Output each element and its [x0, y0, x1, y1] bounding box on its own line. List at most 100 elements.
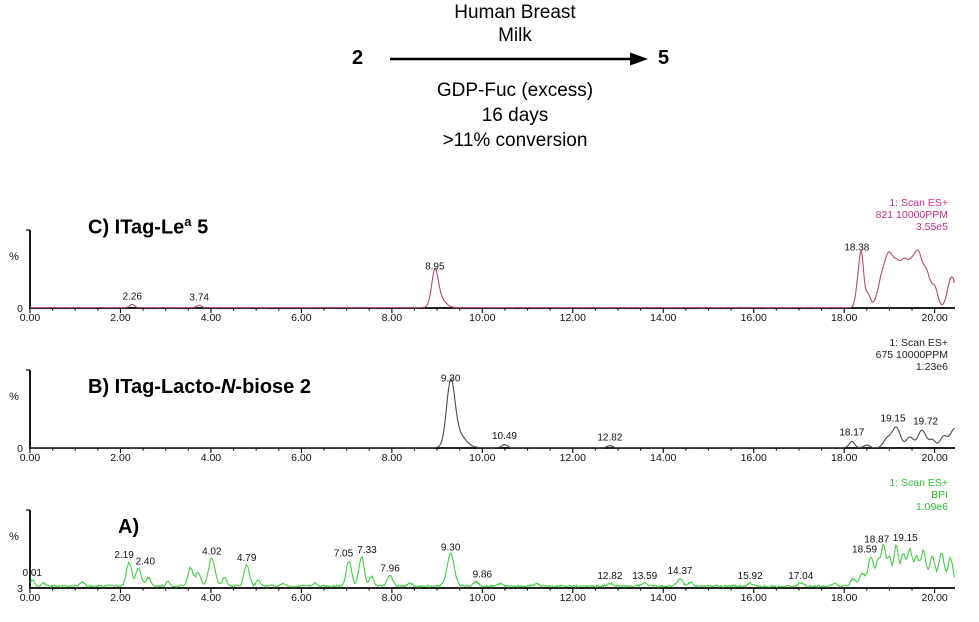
reactant-label: 2 [352, 47, 364, 69]
panel-title-text: A) [118, 516, 140, 538]
x-tick-label: 20.00 [922, 592, 948, 604]
peak-label: 12.82 [597, 571, 622, 582]
peak-label: 9.30 [441, 542, 461, 553]
y-axis-bottom-label: 0 [17, 443, 23, 455]
x-tick-label: 18.00 [831, 452, 857, 464]
peak-label: 4.02 [202, 547, 222, 558]
x-tick-label: 10.00 [469, 452, 495, 464]
chromatogram-trace [30, 249, 956, 309]
panel-title-text: 5 [191, 216, 209, 239]
product-label: 5 [658, 47, 670, 69]
peak-label: 13.59 [632, 571, 657, 582]
x-tick-label: 14.00 [650, 452, 676, 464]
peak-label: 2.26 [122, 292, 142, 303]
y-axis-label: % [9, 251, 19, 263]
peak-label: 7.33 [357, 545, 377, 556]
scan-info-line: 1: Scan ES+ [889, 337, 948, 349]
peak-label: 18.38 [844, 243, 869, 254]
x-tick-label: 20.00 [922, 312, 948, 324]
scan-info-line: 675 10000PPM [876, 349, 948, 361]
x-tick-label: 14.00 [650, 312, 676, 324]
peak-label: 0.01 [23, 568, 43, 579]
panel-b: B) ITag-Lacto-N-biose 2 0.00 2.00 4.00 6.00… [0, 332, 979, 472]
condition-below-line-1: GDP-Fuc (excess) [436, 80, 594, 101]
condition-below-line-2: 16 days [481, 105, 549, 126]
x-tick-label: 2.00 [110, 592, 131, 604]
x-tick-label: 8.00 [382, 312, 403, 324]
peak-label: 7.05 [334, 549, 354, 560]
chromatogram-trace [30, 378, 955, 449]
x-tick-label: 12.00 [560, 312, 586, 324]
reaction-arrow-icon [390, 52, 648, 66]
peak-label: 18.59 [852, 544, 877, 555]
peak-label: 12.82 [597, 432, 622, 443]
scan-info-line: 1.23e6 [916, 361, 948, 373]
x-tick-label: 10.00 [469, 592, 495, 604]
x-tick-label: 18.00 [831, 592, 857, 604]
x-tick-label: 16.00 [741, 452, 767, 464]
x-tick-label: 0.00 [20, 452, 41, 464]
reaction-scheme: Human Breast Milk 2 5 GDP-Fuc (excess) 1… [0, 0, 979, 190]
condition-above-line-2: Milk [498, 25, 532, 46]
peak-label: 9.30 [441, 374, 461, 385]
peak-label: 14.37 [667, 566, 692, 577]
x-tick-label: 12.00 [560, 452, 586, 464]
x-tick-label: 0.00 [20, 592, 41, 604]
x-tick-label: 6.00 [291, 452, 312, 464]
chromatogram-b: 0.00 2.00 4.00 6.00 8.00 10.00 12.00 14.00 16.00… [9, 337, 955, 464]
chromatogram-a: 0.00 2.00 4.00 6.00 8.00 10.00 12.00 14.00 16.00… [9, 477, 956, 604]
x-tick-label: 8.00 [382, 592, 403, 604]
scan-info-line: 1.09e6 [916, 501, 948, 513]
peak-label: 2.40 [136, 556, 156, 567]
x-tick-label: 0.00 [20, 312, 41, 324]
superscript-a: a [184, 214, 192, 229]
condition-above-line-1: Human Breast [454, 2, 576, 23]
y-axis-bottom-label: 3 [17, 583, 23, 595]
peak-label: 15.92 [738, 571, 763, 582]
y-axis-label: % [9, 531, 19, 543]
scan-info-line: 1: Scan ES+ [889, 477, 948, 489]
panel-title-text: B) ITag-Lacto- [88, 376, 221, 398]
x-tick-label: 14.00 [650, 592, 676, 604]
x-tick-label: 2.00 [110, 452, 131, 464]
peak-label: 19.15 [881, 414, 906, 425]
x-tick-label: 4.00 [201, 452, 222, 464]
x-tick-label: 18.00 [831, 312, 857, 324]
x-tick-label: 2.00 [110, 312, 131, 324]
peak-label: 7.96 [380, 563, 400, 574]
panel-title-text: C) ITag-Le [88, 216, 185, 239]
panel-b-title: B) ITag-Lacto-N-biose 2 [88, 376, 311, 399]
x-tick-label: 12.00 [560, 592, 586, 604]
y-axis-label: % [9, 391, 19, 403]
scan-info-line: 3.55e5 [916, 221, 948, 233]
x-tick-label: 16.00 [741, 592, 767, 604]
y-axis-bottom-label: 0 [17, 303, 23, 315]
x-tick-label: 6.00 [291, 592, 312, 604]
panel-title-text: -biose 2 [235, 376, 311, 398]
peak-label: 10.49 [492, 431, 517, 442]
peak-label: 9.86 [473, 570, 493, 581]
peak-label: 19.15 [893, 533, 918, 544]
x-tick-label: 4.00 [201, 312, 222, 324]
x-tick-label: 6.00 [291, 312, 312, 324]
italic-n: N [220, 376, 236, 398]
scan-info-line: 1: Scan ES+ [889, 197, 948, 209]
x-tick-label: 16.00 [741, 312, 767, 324]
peak-label: 8.95 [425, 262, 445, 273]
scan-info-line: 821 10000PPM [876, 209, 948, 221]
peak-label: 18.17 [839, 428, 864, 439]
condition-below-line-3: >11% conversion [442, 130, 588, 151]
scan-info-line: BPI [931, 489, 948, 501]
panel-c: C) ITag-Lea 5 0.00 2.00 4.00 6.00 8.00 10.00 1… [0, 192, 979, 332]
peak-label: 17.04 [788, 571, 813, 582]
x-tick-label: 4.00 [201, 592, 222, 604]
peak-label: 18.87 [864, 535, 889, 546]
panel-a-title: A) [118, 516, 139, 539]
peak-label: 3.74 [189, 292, 209, 303]
panel-a: A) 0.00 2.00 4.00 6.00 8.00 10.00 12.00 14.00 16… [0, 472, 979, 612]
chromatogram-trace [30, 543, 956, 589]
x-tick-label: 8.00 [382, 452, 403, 464]
peak-label: 19.72 [913, 416, 938, 427]
panel-c-title: C) ITag-Lea 5 [88, 214, 208, 240]
